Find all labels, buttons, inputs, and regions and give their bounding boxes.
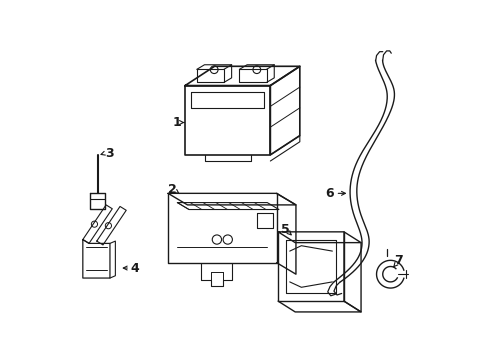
Text: 5: 5: [281, 223, 290, 236]
Text: 3: 3: [104, 147, 113, 160]
Text: 7: 7: [393, 254, 402, 267]
Text: 1: 1: [173, 116, 182, 129]
Text: 6: 6: [325, 187, 334, 200]
Text: 4: 4: [130, 261, 139, 275]
Text: 2: 2: [168, 183, 177, 196]
